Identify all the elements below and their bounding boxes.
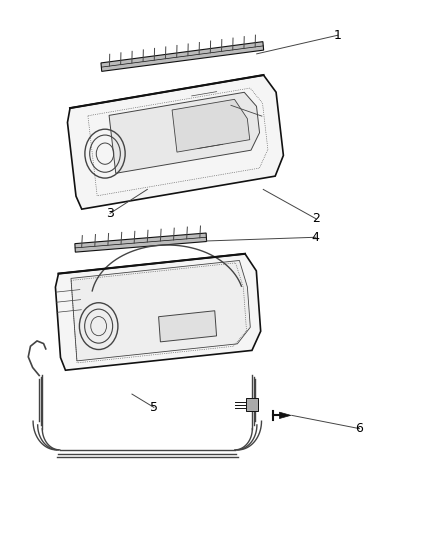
Polygon shape <box>67 75 283 209</box>
Polygon shape <box>75 233 206 252</box>
Polygon shape <box>71 261 250 361</box>
Text: 6: 6 <box>355 422 363 435</box>
Polygon shape <box>109 92 259 173</box>
Polygon shape <box>172 99 249 152</box>
Polygon shape <box>279 412 290 418</box>
Polygon shape <box>55 254 260 370</box>
Text: 2: 2 <box>311 212 319 225</box>
Polygon shape <box>158 311 216 342</box>
Text: 3: 3 <box>106 207 114 220</box>
Bar <box>245 398 258 411</box>
Text: 4: 4 <box>311 231 319 244</box>
Text: 1: 1 <box>333 29 341 42</box>
Text: 5: 5 <box>149 401 158 414</box>
Polygon shape <box>101 42 263 71</box>
